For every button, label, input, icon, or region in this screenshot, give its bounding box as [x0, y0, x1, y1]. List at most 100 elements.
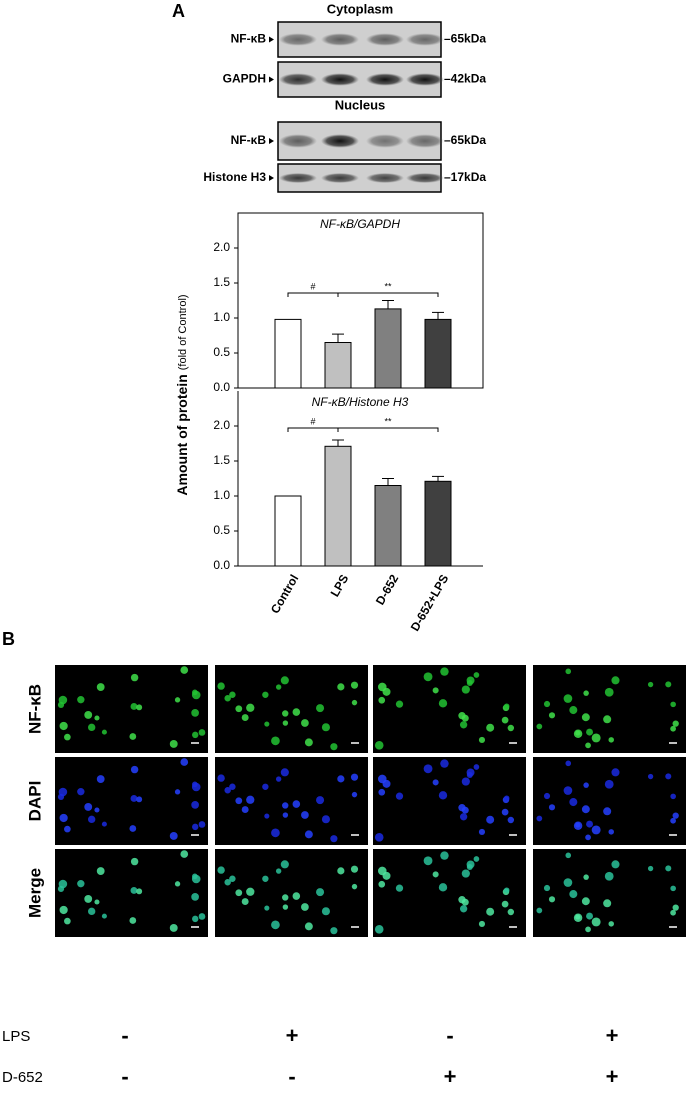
cell — [503, 703, 510, 709]
cell — [501, 808, 509, 816]
blot-section-title: Cytoplasm — [327, 1, 393, 16]
cell — [486, 723, 495, 732]
blot-band — [321, 172, 359, 184]
micrograph — [373, 665, 526, 753]
cell — [198, 913, 206, 920]
cell — [466, 676, 475, 685]
cell — [337, 867, 345, 875]
cell — [136, 796, 143, 803]
significance-bracket — [337, 292, 439, 297]
cell — [235, 889, 243, 897]
y-tick-label: 1.5 — [213, 275, 230, 289]
cell — [438, 791, 448, 800]
cell — [94, 715, 100, 721]
y-tick-label: 0.5 — [213, 345, 230, 359]
cell — [473, 764, 480, 770]
cell — [543, 700, 551, 708]
cell — [224, 695, 231, 702]
cell — [321, 723, 330, 732]
blot-band — [406, 33, 444, 46]
cell — [304, 830, 313, 839]
cell — [217, 682, 225, 690]
bar — [424, 480, 452, 567]
cell — [603, 715, 612, 724]
y-tick-label: 1.0 — [213, 488, 230, 502]
cell — [382, 779, 391, 788]
cell — [575, 914, 581, 920]
cell — [292, 892, 301, 900]
cell — [459, 721, 468, 729]
cell — [374, 832, 384, 842]
treatment-sign: + — [606, 1064, 619, 1089]
cell — [478, 736, 486, 744]
cell — [423, 856, 433, 866]
cell — [503, 795, 510, 801]
cell — [84, 711, 93, 719]
cell — [507, 908, 515, 916]
cell — [503, 887, 510, 893]
cell — [670, 909, 676, 916]
cell — [301, 903, 309, 911]
cell — [486, 815, 495, 824]
cell — [241, 898, 249, 906]
y-axis-label-unit: (fold of Control) — [177, 294, 189, 370]
cell — [304, 738, 313, 747]
cell — [438, 883, 448, 892]
cell — [473, 672, 480, 678]
cell — [670, 793, 676, 800]
cell — [583, 782, 589, 788]
cell — [301, 811, 309, 819]
cell — [672, 812, 679, 819]
cell — [432, 871, 439, 878]
cell — [461, 869, 470, 878]
bar — [324, 342, 352, 389]
chart-title: NF-κB/Histone H3 — [312, 395, 409, 409]
cell — [586, 728, 593, 736]
cell — [608, 921, 614, 927]
treatment-sign: - — [121, 1064, 128, 1089]
cell — [374, 740, 384, 750]
blot-label: NF-κB — [231, 133, 267, 147]
error-bar — [332, 333, 344, 343]
cell — [395, 884, 404, 892]
cell — [585, 742, 591, 749]
cell — [543, 792, 551, 800]
cell — [271, 736, 280, 746]
cell — [330, 743, 338, 751]
cell — [282, 904, 289, 910]
cell — [224, 787, 231, 794]
cell — [591, 733, 601, 743]
cell — [191, 893, 199, 901]
cell — [101, 821, 107, 827]
blot-band — [279, 172, 317, 184]
cell — [586, 912, 593, 920]
cell — [586, 820, 593, 828]
cell — [563, 878, 573, 887]
cell — [292, 800, 301, 808]
cell — [130, 673, 139, 682]
cell — [536, 815, 543, 822]
cell — [235, 797, 243, 805]
cell — [130, 703, 138, 710]
cell — [96, 775, 105, 783]
cell — [130, 795, 138, 802]
cell — [174, 697, 181, 703]
cell — [459, 813, 468, 821]
panel-label: A — [172, 1, 185, 21]
cell — [583, 690, 589, 696]
treatment-label: D-652 — [2, 1069, 43, 1086]
cell — [672, 720, 679, 727]
bar — [374, 308, 402, 389]
cell — [478, 828, 486, 836]
treatment-label: LPS — [2, 1028, 30, 1045]
significance-label: ** — [384, 416, 392, 426]
blot-size: –65kDa — [444, 133, 486, 147]
cell — [191, 801, 199, 809]
cell — [316, 888, 325, 897]
cell — [192, 823, 199, 831]
cell — [84, 803, 93, 811]
cell — [321, 907, 330, 916]
y-axis-label-main: Amount of protein — [174, 374, 190, 495]
cell — [94, 899, 100, 905]
cell — [130, 765, 139, 774]
